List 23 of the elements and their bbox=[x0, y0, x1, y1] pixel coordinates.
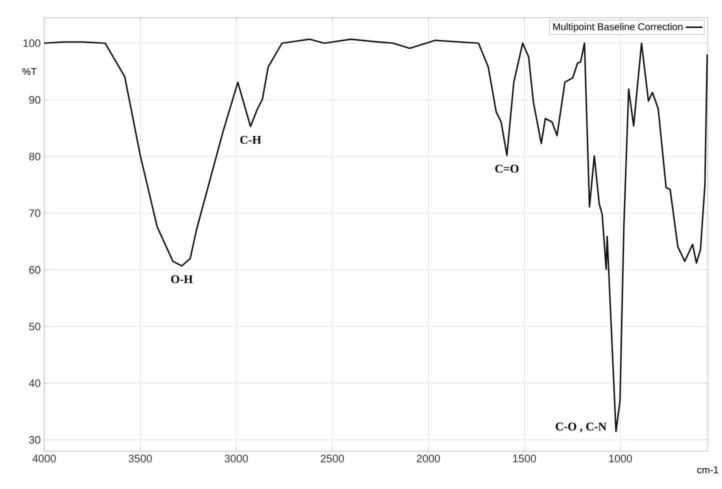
y-tick-label: 50 bbox=[29, 322, 40, 331]
x-tick-label: 3000 bbox=[224, 454, 248, 463]
x-axis-title: cm-1 bbox=[697, 466, 718, 474]
y-tick-label: 90 bbox=[29, 96, 40, 104]
x-tick-label: 2000 bbox=[416, 454, 440, 463]
legend-label: Multipoint Baseline Correction bbox=[553, 23, 682, 32]
x-tick-label: 2500 bbox=[320, 454, 344, 463]
y-tick-label: 40 bbox=[28, 380, 40, 388]
annotation: C=O bbox=[495, 164, 519, 173]
y-tick-label: 80 bbox=[29, 152, 40, 161]
x-tick-label: 3500 bbox=[128, 454, 152, 463]
line-series bbox=[44, 38, 708, 432]
y-axis-title: %T bbox=[22, 68, 37, 76]
y-tick-label: 100 bbox=[24, 40, 40, 48]
x-tick-label: 1500 bbox=[513, 454, 536, 463]
y-tick-label: 30 bbox=[29, 436, 40, 444]
y-tick-label: 60 bbox=[29, 266, 40, 274]
annotation: C-H bbox=[240, 136, 262, 144]
y-tick-label: 70 bbox=[29, 210, 40, 218]
x-tick-label: 1000 bbox=[609, 454, 632, 463]
annotation: O-H bbox=[171, 275, 193, 284]
annotation: C-O , C-N bbox=[556, 422, 606, 432]
x-tick-label: 4000 bbox=[32, 454, 56, 463]
